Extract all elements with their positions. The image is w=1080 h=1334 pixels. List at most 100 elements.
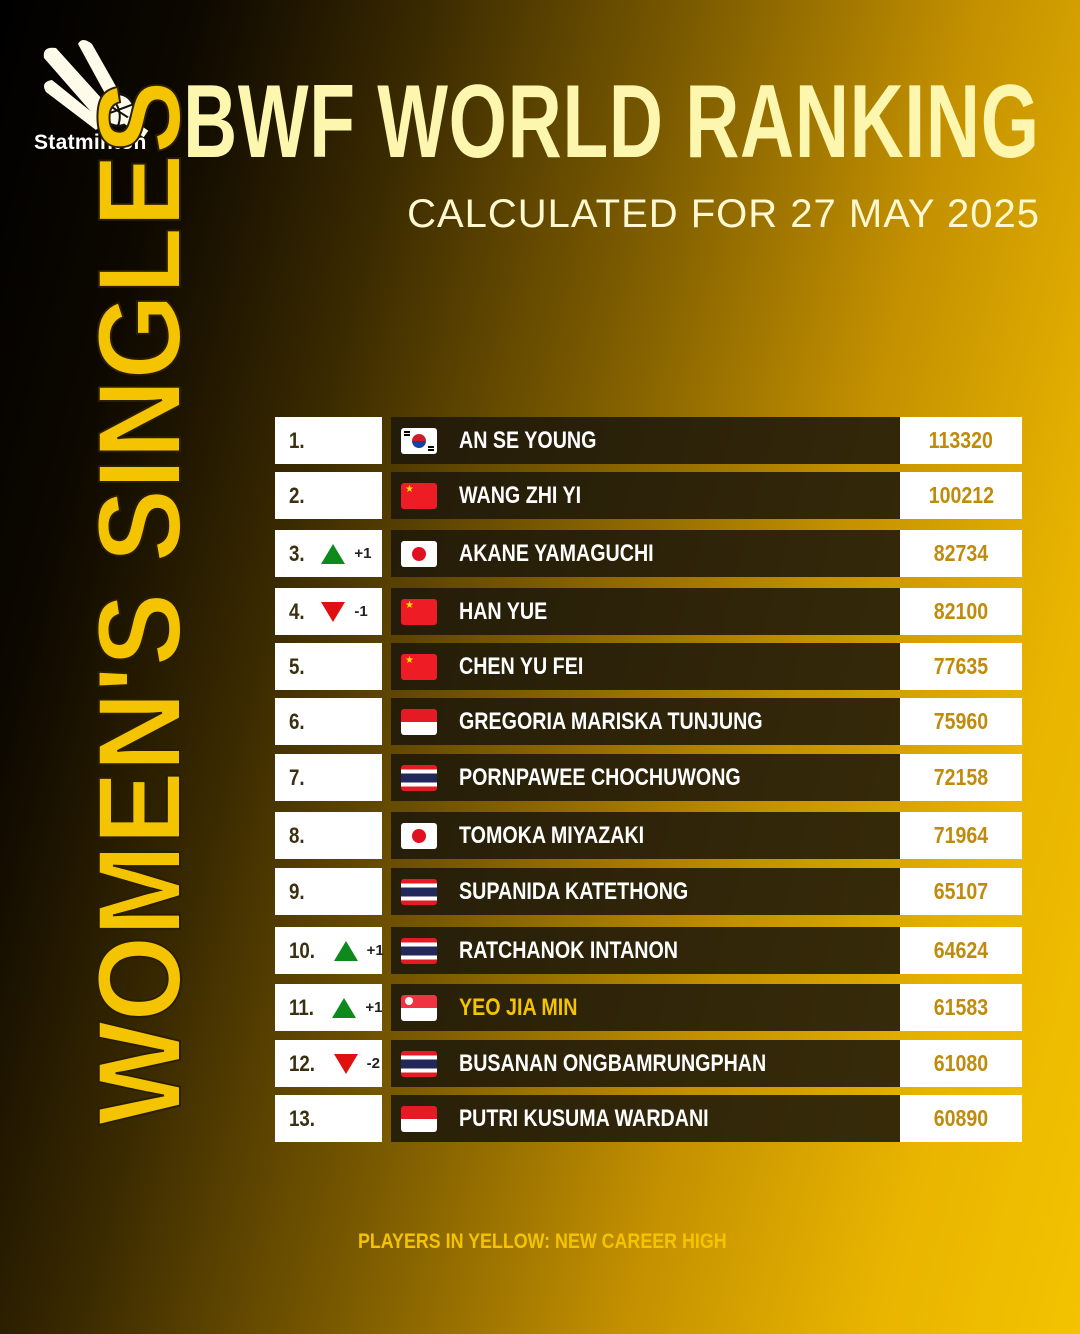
table-row: 4. -1 ★ HAN YUE 82100	[275, 588, 1022, 635]
table-row: 5. ★ CHEN YU FEI 77635	[275, 643, 1022, 690]
points-cell: 75960	[900, 698, 1022, 745]
player-name: RATCHANOK INTANON	[459, 936, 679, 964]
table-row: 10. +1 RATCHANOK INTANON 64624	[275, 927, 1022, 974]
points-cell: 60890	[900, 1095, 1022, 1142]
page-title: BWF WORLD RANKING	[183, 64, 1040, 180]
points-value: 61583	[933, 994, 989, 1020]
rank-number: 3.	[289, 540, 305, 566]
points-value: 64624	[933, 937, 989, 963]
player-cell: ★ HAN YUE	[391, 588, 900, 635]
points-value: 100212	[928, 482, 994, 508]
player-cell: SUPANIDA KATETHONG	[391, 868, 900, 915]
points-cell: 61080	[900, 1040, 1022, 1087]
rank-cell: 8.	[275, 812, 382, 859]
flag-th-icon	[401, 878, 437, 905]
table-row: 3. +1 AKANE YAMAGUCHI 82734	[275, 530, 1022, 577]
player-name: CHEN YU FEI	[459, 652, 584, 680]
points-value: 61080	[933, 1050, 989, 1076]
rank-cell: 13.	[275, 1095, 382, 1142]
category-label: WOMEN'S SINGLES	[73, 80, 207, 1126]
table-row: 13. PUTRI KUSUMA WARDANI 60890	[275, 1095, 1022, 1142]
player-name: TOMOKA MIYAZAKI	[459, 821, 645, 849]
rank-number: 1.	[289, 427, 305, 453]
table-row: 2. ★ WANG ZHI YI 100212	[275, 472, 1022, 519]
points-value: 60890	[933, 1105, 989, 1131]
flag-jp-icon	[401, 540, 437, 567]
shuttlecock-icon	[43, 40, 149, 138]
player-name: SUPANIDA KATETHONG	[459, 877, 689, 905]
flag-th-icon	[401, 764, 437, 791]
table-row: 11. +1 YEO JIA MIN 61583	[275, 984, 1022, 1031]
points-cell: 77635	[900, 643, 1022, 690]
rank-cell: 4. -1	[275, 588, 382, 635]
rank-change: +1	[365, 999, 383, 1016]
footer-note: PLAYERS IN YELLOW: NEW CAREER HIGH	[358, 1230, 727, 1253]
rank-cell: 10. +1	[275, 927, 384, 974]
rank-number: 8.	[289, 822, 305, 848]
rank-number: 12.	[289, 1050, 316, 1076]
player-cell: AKANE YAMAGUCHI	[391, 530, 900, 577]
table-row: 8. TOMOKA MIYAZAKI 71964	[275, 812, 1022, 859]
rank-cell: 11. +1	[275, 984, 382, 1031]
player-cell: AN SE YOUNG	[391, 417, 900, 464]
points-value: 77635	[933, 653, 989, 679]
rank-number: 4.	[289, 598, 305, 624]
player-cell: BUSANAN ONGBAMRUNGPHAN	[391, 1040, 900, 1087]
points-value: 65107	[933, 878, 989, 904]
flag-th-icon	[401, 1050, 437, 1077]
rank-cell: 3. +1	[275, 530, 382, 577]
flag-cn-icon: ★	[401, 482, 437, 509]
player-cell: PUTRI KUSUMA WARDANI	[391, 1095, 900, 1142]
points-cell: 64624	[900, 927, 1022, 974]
rank-cell: 9.	[275, 868, 382, 915]
arrow-down-icon	[333, 1053, 358, 1074]
points-value: 113320	[928, 427, 994, 453]
points-value: 71964	[933, 822, 989, 848]
page-subtitle: CALCULATED FOR 27 MAY 2025	[407, 192, 1040, 236]
points-cell: 82100	[900, 588, 1022, 635]
points-cell: 71964	[900, 812, 1022, 859]
player-cell: YEO JIA MIN	[391, 984, 900, 1031]
player-name: YEO JIA MIN	[459, 993, 578, 1021]
rank-number: 2.	[289, 482, 305, 508]
points-value: 82100	[933, 598, 989, 624]
table-row: 9. SUPANIDA KATETHONG 65107	[275, 868, 1022, 915]
rank-number: 9.	[289, 878, 305, 904]
flag-cn-icon: ★	[401, 653, 437, 680]
rank-cell: 7.	[275, 754, 382, 801]
points-cell: 113320	[900, 417, 1022, 464]
player-cell: ★ WANG ZHI YI	[391, 472, 900, 519]
rank-number: 5.	[289, 653, 305, 679]
rank-change: +1	[366, 942, 384, 959]
points-cell: 82734	[900, 530, 1022, 577]
flag-jp-icon	[401, 822, 437, 849]
points-cell: 100212	[900, 472, 1022, 519]
table-row: 12. -2 BUSANAN ONGBAMRUNGPHAN 61080	[275, 1040, 1022, 1087]
table-row: 6. GREGORIA MARISKA TUNJUNG 75960	[275, 698, 1022, 745]
rank-number: 10.	[289, 937, 316, 963]
player-name: WANG ZHI YI	[459, 481, 582, 509]
arrow-up-icon	[332, 997, 357, 1018]
player-name: AKANE YAMAGUCHI	[459, 539, 654, 567]
points-value: 72158	[933, 764, 989, 790]
player-name: PORNPAWEE CHOCHUWONG	[459, 763, 741, 791]
rank-cell: 2.	[275, 472, 382, 519]
table-row: 7. PORNPAWEE CHOCHUWONG 72158	[275, 754, 1022, 801]
player-cell: ★ CHEN YU FEI	[391, 643, 900, 690]
flag-th-icon	[401, 937, 437, 964]
rank-change: -2	[366, 1055, 380, 1072]
rank-cell: 1.	[275, 417, 382, 464]
player-name: GREGORIA MARISKA TUNJUNG	[459, 707, 763, 735]
rank-cell: 5.	[275, 643, 382, 690]
player-name: HAN YUE	[459, 597, 548, 625]
arrow-up-icon	[333, 940, 358, 961]
player-name: BUSANAN ONGBAMRUNGPHAN	[459, 1049, 767, 1077]
points-cell: 61583	[900, 984, 1022, 1031]
player-cell: TOMOKA MIYAZAKI	[391, 812, 900, 859]
arrow-up-icon	[321, 543, 346, 564]
table-row: 1. AN SE YOUNG 113320	[275, 417, 1022, 464]
points-cell: 65107	[900, 868, 1022, 915]
points-value: 82734	[933, 540, 989, 566]
rank-cell: 12. -2	[275, 1040, 382, 1087]
player-name: PUTRI KUSUMA WARDANI	[459, 1104, 709, 1132]
